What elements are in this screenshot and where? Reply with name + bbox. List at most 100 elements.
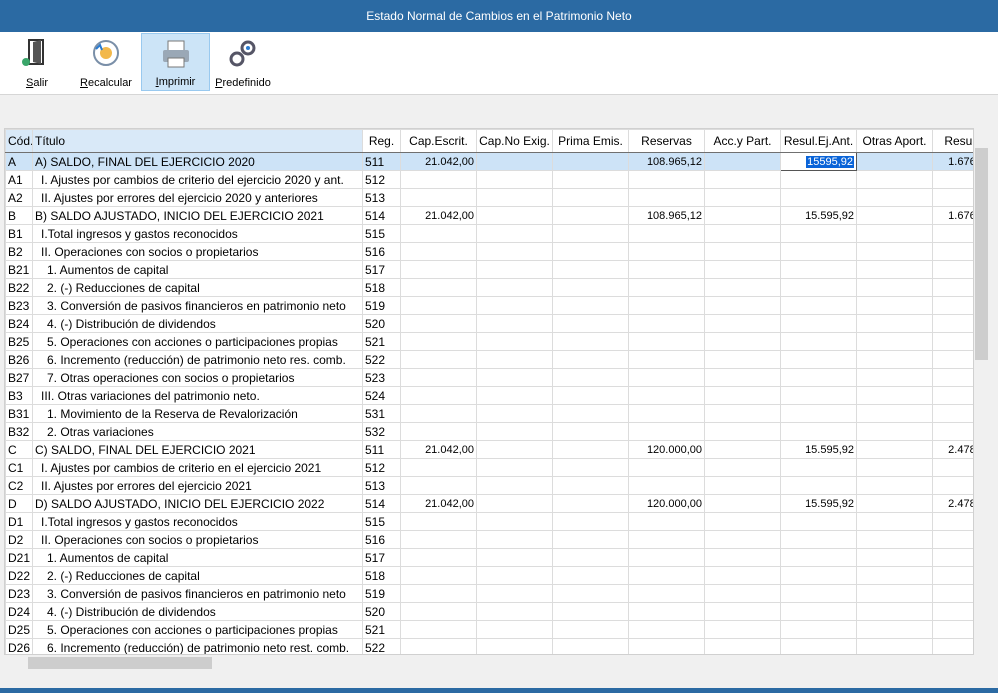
table-cell[interactable]: 524 [362, 386, 401, 405]
table-cell[interactable] [476, 494, 553, 513]
table-cell[interactable]: 512 [362, 170, 401, 189]
table-cell[interactable] [552, 170, 629, 189]
table-cell[interactable]: II. Operaciones con socios o propietario… [32, 242, 363, 261]
table-row[interactable]: B32 2. Otras variaciones 532 [5, 422, 973, 441]
table-cell[interactable]: 4. (-) Distribución de dividendos [32, 602, 363, 621]
recalcular-button[interactable]: Recalcular [76, 33, 136, 91]
table-cell[interactable] [780, 224, 857, 243]
table-cell[interactable] [704, 188, 781, 207]
table-cell[interactable]: 2. Otras variaciones [32, 422, 363, 441]
table-cell[interactable]: D22 [5, 566, 33, 585]
table-cell[interactable] [856, 494, 933, 513]
table-cell[interactable] [552, 278, 629, 297]
table-cell[interactable] [552, 530, 629, 549]
table-row[interactable]: B1 I.Total ingresos y gastos reconocidos 5… [5, 224, 973, 243]
table-cell[interactable] [932, 188, 973, 207]
table-cell[interactable]: 516 [362, 530, 401, 549]
table-cell[interactable] [552, 494, 629, 513]
table-cell[interactable] [400, 314, 477, 333]
table-row[interactable]: B24 4. (-) Distribución de dividendos 520 [5, 314, 973, 333]
table-row[interactable]: D23 3. Conversión de pasivos financieros … [5, 584, 973, 603]
table-cell[interactable] [932, 278, 973, 297]
table-cell[interactable] [704, 386, 781, 405]
table-cell[interactable] [856, 224, 933, 243]
table-cell[interactable] [704, 152, 781, 171]
table-cell[interactable]: III. Otras variaciones del patrimonio ne… [32, 386, 363, 405]
table-cell[interactable] [704, 224, 781, 243]
table-cell[interactable] [856, 242, 933, 261]
table-cell[interactable] [476, 476, 553, 495]
table-cell[interactable]: C1 [5, 458, 33, 477]
table-cell[interactable] [552, 314, 629, 333]
table-cell[interactable]: 108.965,12 [628, 152, 705, 171]
table-cell[interactable] [704, 638, 781, 654]
table-cell[interactable] [552, 458, 629, 477]
table-cell[interactable] [704, 332, 781, 351]
table-cell[interactable] [932, 242, 973, 261]
table-cell[interactable] [704, 458, 781, 477]
salir-button[interactable]: Salir [8, 33, 66, 91]
table-cell[interactable]: 518 [362, 566, 401, 585]
table-cell[interactable] [400, 296, 477, 315]
table-cell[interactable]: 7. Otras operaciones con socios o propie… [32, 368, 363, 387]
table-cell[interactable] [856, 476, 933, 495]
table-cell[interactable]: C) SALDO, FINAL DEL EJERCICIO 2021 [32, 440, 363, 459]
table-cell[interactable]: A2 [5, 188, 33, 207]
table-cell[interactable] [932, 584, 973, 603]
table-cell[interactable]: 523 [362, 368, 401, 387]
table-cell[interactable]: A [5, 152, 33, 171]
table-cell[interactable] [476, 296, 553, 315]
table-cell[interactable] [856, 332, 933, 351]
table-row[interactable]: C C) SALDO, FINAL DEL EJERCICIO 2021 511 21… [5, 440, 973, 459]
table-cell[interactable] [932, 386, 973, 405]
table-cell[interactable] [552, 404, 629, 423]
table-cell[interactable] [400, 530, 477, 549]
table-cell[interactable] [780, 530, 857, 549]
table-cell[interactable]: 15.595,92 [780, 494, 857, 513]
scroll-thumb[interactable] [28, 657, 212, 669]
table-cell[interactable] [628, 530, 705, 549]
table-cell[interactable] [780, 296, 857, 315]
table-cell[interactable] [704, 620, 781, 639]
table-cell[interactable] [932, 296, 973, 315]
table-cell[interactable]: I.Total ingresos y gastos reconocidos [32, 224, 363, 243]
table-cell[interactable] [400, 476, 477, 495]
table-cell[interactable]: 518 [362, 278, 401, 297]
table-cell[interactable]: 1. Aumentos de capital [32, 548, 363, 567]
table-cell[interactable] [476, 278, 553, 297]
column-header[interactable]: Resul.Ej.Ant. [780, 129, 857, 153]
table-cell[interactable] [856, 530, 933, 549]
table-cell[interactable] [476, 188, 553, 207]
table-cell[interactable]: 5. Operaciones con acciones o participac… [32, 332, 363, 351]
table-cell[interactable]: 21.042,00 [400, 152, 477, 171]
table-cell[interactable] [932, 530, 973, 549]
table-cell[interactable] [628, 512, 705, 531]
table-cell[interactable] [552, 386, 629, 405]
table-cell[interactable]: 21.042,00 [400, 440, 477, 459]
table-row[interactable]: C2 II. Ajustes por errores del ejercicio … [5, 476, 973, 495]
table-cell[interactable] [628, 386, 705, 405]
table-cell[interactable] [476, 602, 553, 621]
table-cell[interactable]: 519 [362, 584, 401, 603]
table-row[interactable]: D21 1. Aumentos de capital 517 [5, 548, 973, 567]
table-cell[interactable] [704, 494, 781, 513]
table-cell[interactable] [400, 188, 477, 207]
table-cell[interactable] [628, 170, 705, 189]
table-cell[interactable] [856, 548, 933, 567]
table-cell[interactable]: I. Ajustes por cambios de criterio en el… [32, 458, 363, 477]
table-cell[interactable] [628, 296, 705, 315]
table-cell[interactable]: 15.595,92 [780, 440, 857, 459]
table-cell[interactable] [704, 422, 781, 441]
table-cell[interactable] [400, 512, 477, 531]
table-cell[interactable] [552, 350, 629, 369]
table-cell[interactable] [628, 332, 705, 351]
table-cell[interactable] [780, 404, 857, 423]
table-cell[interactable] [400, 458, 477, 477]
table-cell[interactable] [400, 170, 477, 189]
column-header[interactable]: Acc.y Part. [704, 129, 781, 153]
table-cell[interactable] [476, 314, 553, 333]
table-cell[interactable] [704, 278, 781, 297]
table-cell[interactable]: D25 [5, 620, 33, 639]
table-cell[interactable] [628, 368, 705, 387]
table-cell[interactable] [856, 368, 933, 387]
